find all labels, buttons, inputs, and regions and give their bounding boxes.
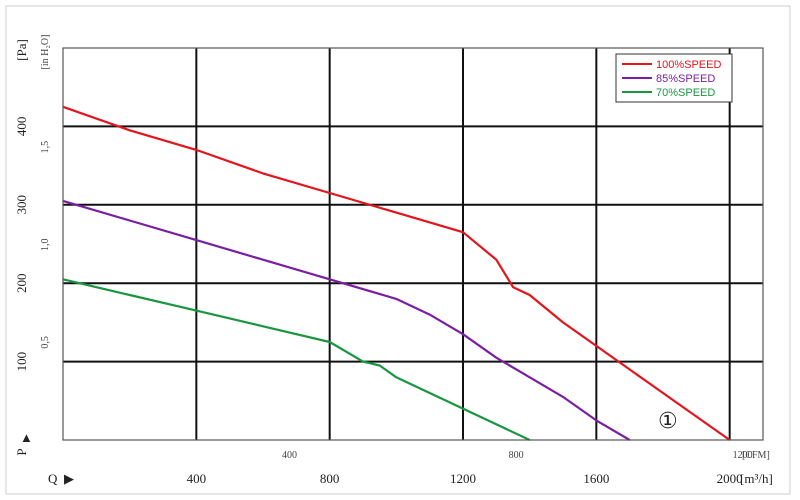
x-tick-label: 1600	[583, 471, 609, 486]
y-prefix-label: P	[14, 448, 29, 455]
legend: 100%SPEED 85%SPEED 70%SPEED	[615, 53, 733, 103]
series-line-70pctspeed	[62, 278, 531, 441]
x-tick-label: 800	[320, 471, 340, 486]
plot-border	[62, 47, 764, 441]
x2-tick-label: 1200	[733, 450, 753, 461]
y2-tick-label: 1,0	[40, 239, 51, 252]
series-lines	[62, 105, 731, 441]
circled-one-annotation: ①	[658, 409, 678, 434]
y2-tick-label: 0,5	[40, 336, 51, 349]
x-tick-label: 400	[187, 471, 207, 486]
y-tick-label: 300	[14, 195, 29, 215]
x-tick-label: 1200	[450, 471, 476, 486]
y2-tick-label: 1,5	[40, 141, 51, 154]
chart-frame	[5, 5, 791, 495]
legend-entry: 70%SPEED	[656, 87, 715, 99]
y-tick-label: 100	[14, 352, 29, 372]
legend-entry: 100%SPEED	[656, 59, 721, 71]
series-line-85pctspeed	[62, 199, 631, 441]
tick-labels: 400 800 1200 1600 2000 100 200 300 400 0,5 1,0 1,5 4…	[14, 117, 753, 486]
x2-tick-label: 400	[282, 450, 297, 461]
y-tick-label: 200	[14, 273, 29, 293]
x2-unit-label: [CFM]	[742, 450, 770, 461]
x-tick-label: 2000	[717, 471, 743, 486]
y-tick-label: 400	[14, 117, 29, 136]
legend-entry: 85%SPEED	[656, 73, 715, 85]
y-unit-label: [Pa]	[14, 39, 29, 61]
y2-unit-label: [in H₂O]	[40, 35, 51, 70]
series-line-100pctspeed	[62, 105, 731, 441]
grid	[63, 48, 763, 440]
x-prefix-label: Q	[48, 471, 58, 486]
x-unit-label: [m³/h]	[740, 471, 773, 486]
x2-tick-label: 800	[509, 450, 524, 461]
y-arrow-icon: ▲	[20, 430, 33, 445]
x-arrow-icon: ▶	[64, 471, 74, 486]
